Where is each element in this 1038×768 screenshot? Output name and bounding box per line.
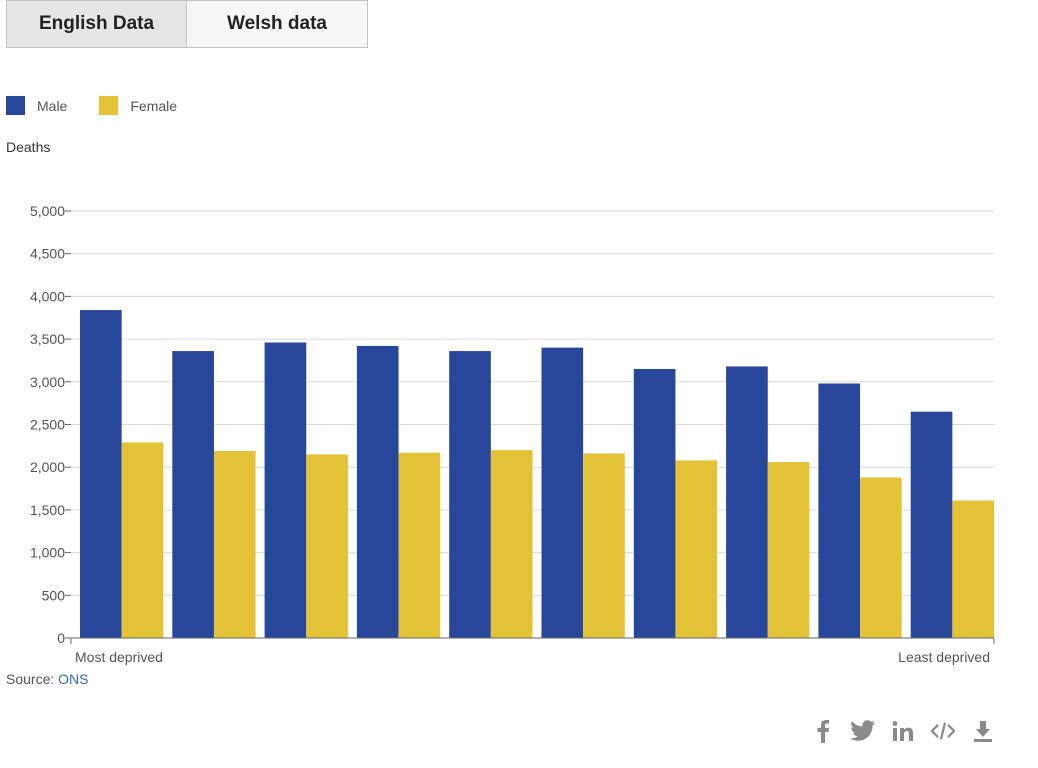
bar-chart: 0 500 1,000 1,500 2,000 2,500 3,000 3,500 4,000 4… — [30, 203, 995, 665]
y-axis-label: Deaths — [6, 139, 51, 155]
bar-male-1 — [80, 310, 122, 638]
bar-female-7 — [675, 460, 718, 638]
y-tick-label: 3,500 — [30, 331, 65, 347]
source-prefix: Source: — [6, 671, 59, 687]
x-label-most-deprived: Most deprived — [75, 649, 163, 665]
bar-female-8 — [767, 462, 810, 638]
tab-english-data[interactable]: English Data — [6, 0, 187, 48]
source-note: Source: ONS — [6, 671, 88, 687]
bar-female-9 — [860, 477, 902, 638]
bar-female-3 — [306, 454, 348, 638]
bar-female-5 — [490, 450, 533, 638]
y-tick-label: 1,000 — [30, 545, 65, 561]
facebook-icon[interactable] — [810, 718, 836, 744]
y-tick-label: 4,000 — [30, 288, 65, 304]
chart-legend: Male Female — [6, 96, 209, 115]
legend-label-female: Female — [130, 97, 178, 114]
legend-item-female[interactable]: Female — [99, 96, 177, 115]
download-icon[interactable] — [970, 718, 996, 744]
bar-female-2 — [213, 450, 256, 638]
bar-male-2 — [172, 351, 214, 638]
bar-male-6 — [541, 347, 584, 638]
legend-label-male: Male — [37, 97, 68, 114]
y-tick-label: 2,000 — [30, 459, 65, 475]
bar-male-7 — [633, 368, 676, 638]
bar-male-8 — [726, 366, 768, 638]
bar-male-10 — [910, 411, 953, 638]
x-label-least-deprived: Least deprived — [898, 649, 990, 665]
bar-female-4 — [398, 452, 441, 638]
bar-male-9 — [818, 383, 861, 638]
bar-male-5 — [449, 351, 491, 638]
bar-male-4 — [356, 345, 399, 638]
y-tick-label: 0 — [57, 630, 65, 646]
y-tick-label: 5,000 — [30, 203, 65, 219]
y-tick-label: 4,500 — [30, 246, 65, 262]
legend-swatch-female — [99, 96, 119, 115]
source-link[interactable]: ONS — [58, 671, 89, 687]
legend-item-male[interactable]: Male — [6, 96, 67, 115]
y-tick-label: 2,500 — [30, 417, 65, 433]
bar-female-1 — [121, 442, 164, 638]
tab-welsh-data[interactable]: Welsh data — [187, 0, 368, 48]
twitter-icon[interactable] — [850, 718, 876, 744]
share-toolbar — [810, 718, 1010, 744]
embed-code-icon[interactable] — [930, 718, 956, 744]
bar-female-6 — [583, 453, 625, 638]
linkedin-icon[interactable] — [890, 718, 916, 744]
bar-male-3 — [264, 342, 307, 638]
y-tick-label: 500 — [42, 587, 66, 603]
y-tick-label: 3,000 — [30, 374, 65, 390]
dataset-tabs: English Data Welsh data — [6, 0, 368, 48]
y-tick-label: 1,500 — [30, 502, 65, 518]
bar-female-10 — [952, 500, 994, 638]
legend-swatch-male — [6, 96, 25, 115]
